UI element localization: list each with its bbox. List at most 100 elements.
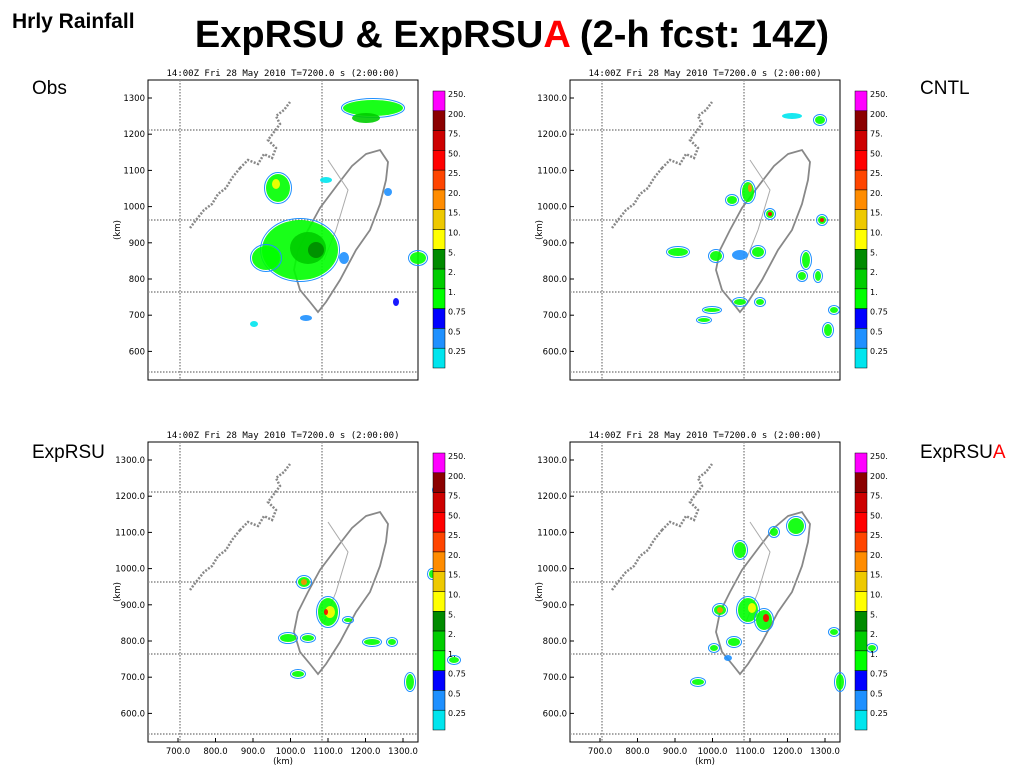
colorbar-label: 10. <box>448 591 461 600</box>
rain-cell <box>830 307 838 313</box>
x-tick-label: 800.0 <box>625 747 649 757</box>
colorbar-swatch <box>854 611 868 632</box>
title-tail: (2-h fcst: 14Z) <box>569 14 830 56</box>
colorbar: 250. 200. 75. 50. 25. 20. 15. 10. 5. 2. 1. 0.75 0.5 0… <box>854 90 888 369</box>
rain-cell-edge <box>764 208 776 220</box>
mainland-coastline <box>611 101 713 229</box>
rain-cell <box>449 657 459 663</box>
rain-cell-edge <box>828 627 840 637</box>
colorbar-swatch <box>854 229 868 250</box>
colorbar-swatch <box>432 630 446 652</box>
colorbar-label: 15. <box>870 571 883 580</box>
rain-cell-edge <box>828 305 840 315</box>
rain-cell-edge <box>750 245 766 259</box>
mainland-coastline <box>189 463 291 591</box>
rain-cell <box>393 298 399 306</box>
taiwan-outline <box>715 510 811 676</box>
rain-cell-edge <box>362 637 382 647</box>
y-tick-label: 1100.0 <box>537 166 567 176</box>
rain-cell-edge <box>408 250 428 266</box>
colorbar-label: 0.5 <box>870 689 883 698</box>
rain-cell <box>734 299 746 305</box>
mainland-coastline <box>189 101 291 229</box>
rain-cell <box>272 179 280 189</box>
colorbar-label: 250. <box>870 452 888 461</box>
rain-cell <box>724 655 732 661</box>
rain-cell <box>824 324 832 336</box>
y-tick-label: 1200.0 <box>115 492 145 502</box>
colorbar-label: 5. <box>870 610 878 619</box>
rain-cell-edge <box>264 172 292 204</box>
colorbar-label: 1. <box>870 650 878 659</box>
x-tick-label: 1200.0 <box>351 747 381 757</box>
rain-cell-edge <box>768 526 780 538</box>
y-tick-label: 1000 <box>123 203 145 213</box>
rain-cell <box>364 639 380 645</box>
colorbar-swatch <box>854 709 868 731</box>
x-axis-label: (km) <box>273 757 293 767</box>
colorbar-label: 20. <box>448 189 461 198</box>
y-axis-label: (km) <box>535 220 545 240</box>
y-axis-label: (km) <box>113 220 123 240</box>
rain-cell <box>768 212 772 216</box>
rainfall-map-obs: 14:00Z Fri 28 May 2010 T=7200.0 s (2:00:… <box>108 68 568 408</box>
plot-area <box>570 80 840 380</box>
y-tick-label: 600.0 <box>121 709 145 719</box>
y-tick-label: 1100.0 <box>115 528 145 538</box>
colorbar-label: 250. <box>870 90 888 99</box>
colorbar-swatch <box>854 328 868 349</box>
colorbar-swatch <box>432 308 446 329</box>
y-tick-label: 900.0 <box>543 239 567 249</box>
colorbar-label: 0.75 <box>448 308 466 317</box>
rain-cell <box>798 272 806 280</box>
colorbar-swatch <box>854 630 868 652</box>
panel-label-exprsu: ExpRSU <box>32 442 105 464</box>
rain-cell <box>756 299 764 305</box>
rain-cell <box>320 177 332 183</box>
terrain-contour <box>745 159 771 261</box>
plot-area <box>148 80 428 380</box>
colorbar-label: 0.25 <box>448 709 466 718</box>
rain-cell-edge <box>796 270 808 282</box>
colorbar-swatch <box>854 189 868 210</box>
colorbar-swatch <box>432 90 446 112</box>
y-tick-label: 800.0 <box>543 637 567 647</box>
colorbar-swatch <box>432 709 446 731</box>
colorbar: 250. 200. 75. 50. 25. 20. 15. 10. 5. 2. 1. 0.75 0.5 0… <box>432 90 466 369</box>
rain-cell-edge <box>725 194 739 206</box>
colorbar-label: 5. <box>870 248 878 257</box>
colorbar-label: 200. <box>448 110 466 119</box>
rain-cell <box>868 645 876 651</box>
rain-cell <box>692 679 704 685</box>
colorbar-swatch <box>854 308 868 329</box>
colorbar-label: 20. <box>870 551 883 560</box>
colorbar-swatch <box>854 472 868 493</box>
panel-label-exprsua: ExpRSUA <box>920 442 1006 464</box>
colorbar-swatch <box>854 347 868 369</box>
colorbar-label: 0.25 <box>870 347 888 356</box>
rain-cell-edge <box>386 637 398 647</box>
x-tick-label: 1300.0 <box>810 747 840 757</box>
rain-cell <box>763 614 769 622</box>
y-tick-label: 800 <box>129 275 145 285</box>
y-axis-label: (km) <box>113 582 123 602</box>
rain-cell <box>820 218 824 222</box>
colorbar-swatch <box>432 189 446 210</box>
colorbar-label: 0.5 <box>870 327 883 336</box>
colorbar-swatch <box>432 611 446 632</box>
y-tick-label: 1200.0 <box>537 492 567 502</box>
panel-label-accent: A <box>992 442 1006 463</box>
panel-label-text: CNTL <box>920 78 970 99</box>
rain-cell <box>280 634 296 642</box>
rain-cell <box>384 188 392 196</box>
rain-cell <box>717 607 723 613</box>
y-tick-label: 800.0 <box>121 637 145 647</box>
colorbar-label: 25. <box>870 169 883 178</box>
y-tick-label: 1000.0 <box>115 565 145 575</box>
rainfall-map-cntl: 14:00Z Fri 28 May 2010 T=7200.0 s (2:00:… <box>530 68 990 408</box>
colorbar-swatch <box>432 249 446 270</box>
y-tick-label: 600.0 <box>543 347 567 357</box>
rain-cell-edge <box>813 269 823 283</box>
rain-cell <box>344 618 352 622</box>
y-tick-label: 1300.0 <box>537 456 567 466</box>
